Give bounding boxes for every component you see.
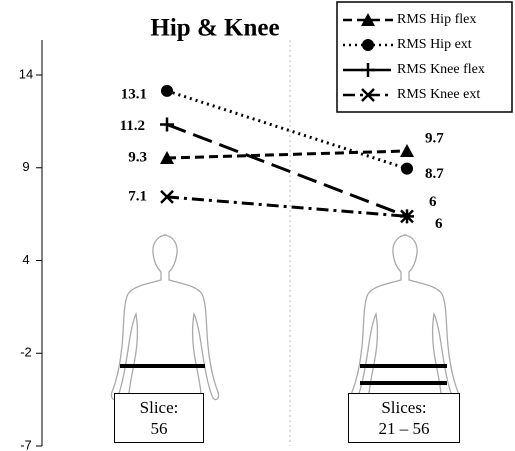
y-tick-label: -2 <box>20 345 32 360</box>
body-figure <box>351 235 458 416</box>
point <box>362 39 374 51</box>
y-tick-label: 14 <box>19 66 33 81</box>
legend-label: RMS Hip ext <box>397 37 472 52</box>
data-label: 9.7 <box>425 130 444 146</box>
y-tick-label: 9 <box>22 159 29 174</box>
legend-label: RMS Knee flex <box>397 62 485 77</box>
category-label: Slices: 21 – 56 <box>348 393 460 443</box>
point <box>160 117 174 131</box>
category-label: Slice: 56 <box>114 393 204 443</box>
y-tick-label: 4 <box>22 252 29 267</box>
legend-label: RMS Hip flex <box>397 12 476 27</box>
chart: Hip & Knee 14 9 4 -2 -7 9.3 9.7 13.1 8.7 11.2 6 7.1… <box>0 0 515 451</box>
data-label: 11.2 <box>120 118 145 134</box>
page: Hip & Knee 14 9 4 -2 -7 9.3 9.7 13.1 8.7 11.2 6 7.1… <box>0 0 515 451</box>
series-line <box>167 151 407 158</box>
legend-label: RMS Knee ext <box>397 87 480 102</box>
point <box>400 144 414 157</box>
body-figure <box>111 235 218 416</box>
data-label: 13.1 <box>121 86 147 102</box>
data-label: 6 <box>435 216 443 232</box>
chart-title: Hip & Knee <box>150 15 279 42</box>
series-line <box>167 124 407 216</box>
y-tick-label: -7 <box>20 437 32 451</box>
data-label: 8.7 <box>425 166 444 182</box>
point <box>161 85 173 97</box>
point <box>401 163 413 175</box>
series-line <box>167 197 407 216</box>
data-label: 7.1 <box>128 188 147 204</box>
data-label: 6 <box>429 194 437 210</box>
data-label: 9.3 <box>128 149 147 165</box>
